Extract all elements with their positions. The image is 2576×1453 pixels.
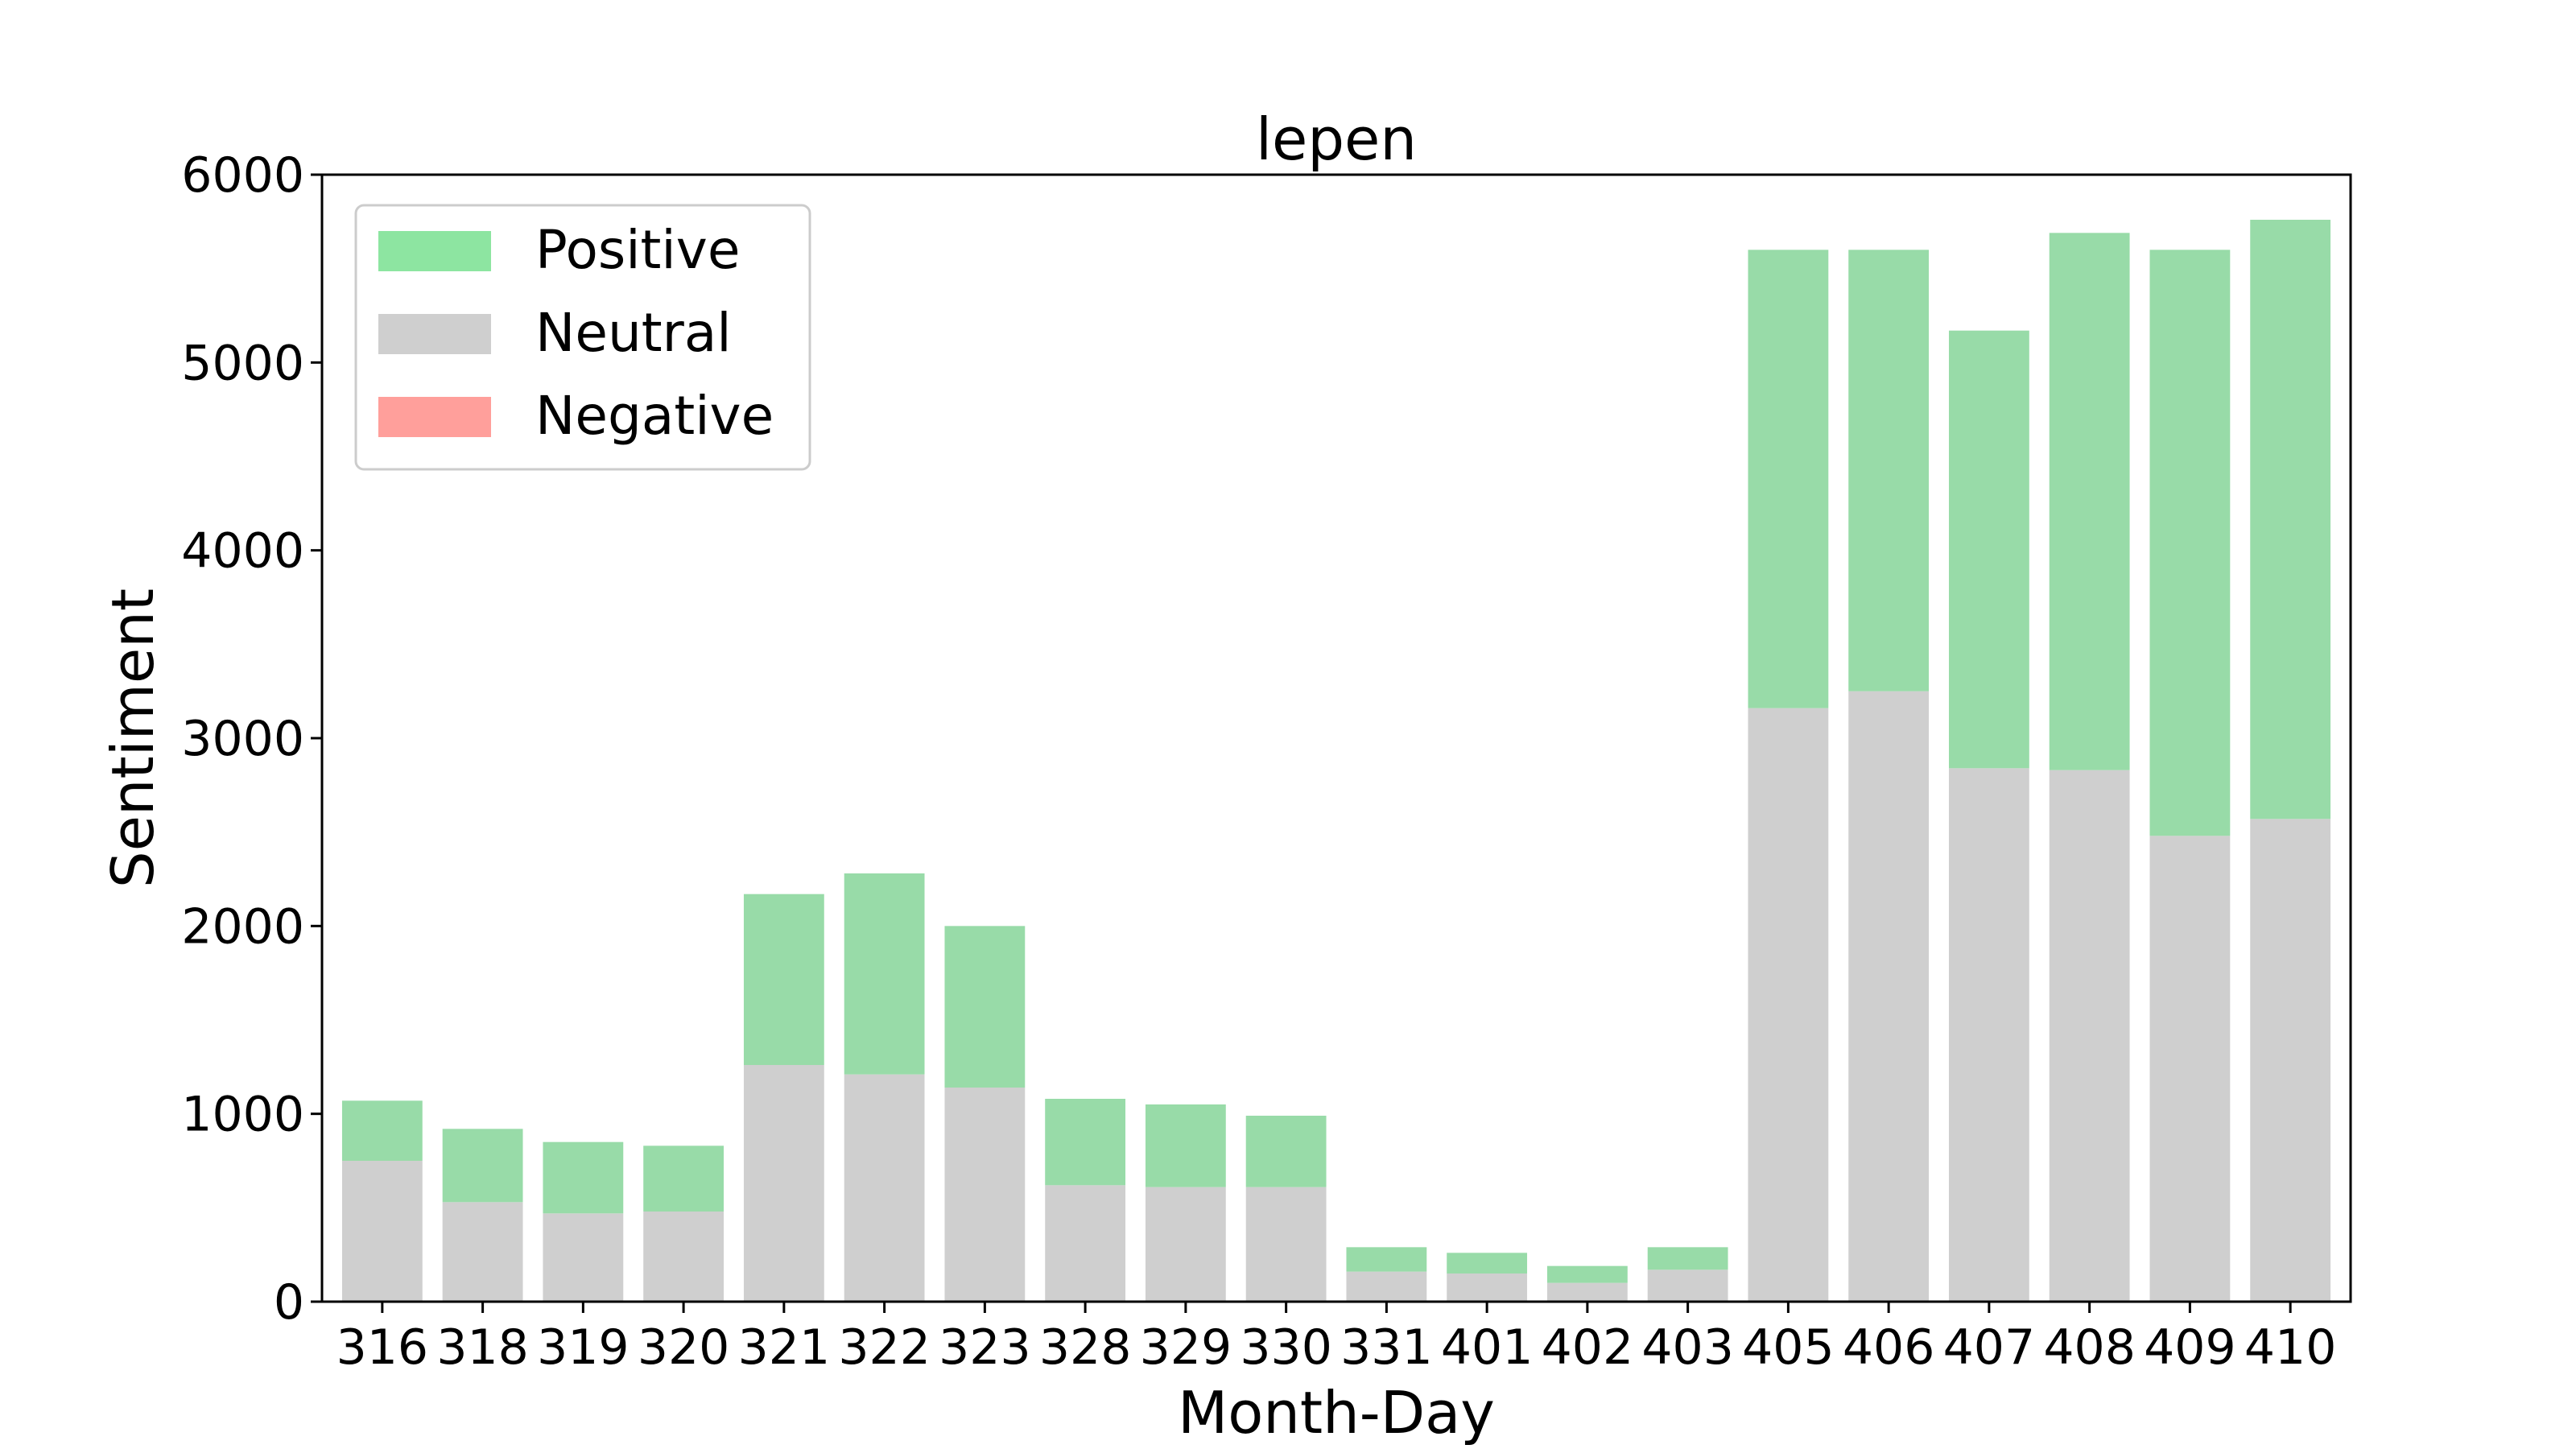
- bar-neutral-322: [844, 1074, 925, 1302]
- bar-positive-407: [1948, 330, 2029, 769]
- x-tick-label: 406: [1843, 1319, 1935, 1376]
- bar-neutral-407: [1948, 768, 2029, 1302]
- x-tick-label: 321: [738, 1319, 831, 1376]
- bar-positive-331: [1346, 1247, 1427, 1272]
- x-tick-label: 407: [1943, 1319, 2036, 1376]
- x-tick-label: 401: [1441, 1319, 1534, 1376]
- x-axis: 316 318 319 320 321 322 323 328 329 330 331 401 402 4…: [336, 1302, 2337, 1376]
- bar-neutral-409: [2149, 836, 2231, 1302]
- bar-positive-318: [442, 1129, 523, 1203]
- bar-positive-329: [1145, 1104, 1226, 1187]
- bar-neutral-406: [1848, 691, 1930, 1302]
- x-tick-label: 322: [838, 1319, 931, 1376]
- bar-positive-321: [743, 894, 824, 1065]
- bar-neutral-401: [1447, 1273, 1528, 1302]
- bar-positive-328: [1045, 1099, 1126, 1186]
- bars-layer: [341, 220, 2331, 1302]
- bar-positive-330: [1245, 1116, 1327, 1187]
- bar-neutral-316: [341, 1161, 423, 1302]
- chart-title: lepen: [1256, 105, 1417, 173]
- bar-neutral-331: [1346, 1271, 1427, 1302]
- y-axis: 0 1000 2000 3000 4000 5000 6000: [181, 147, 322, 1331]
- bar-positive-410: [2250, 220, 2331, 819]
- bar-positive-409: [2149, 250, 2231, 836]
- y-tick-label: 1000: [181, 1087, 304, 1143]
- x-tick-label: 329: [1140, 1319, 1232, 1376]
- x-tick-label: 323: [939, 1319, 1031, 1376]
- x-tick-label: 319: [537, 1319, 630, 1376]
- x-tick-label: 316: [336, 1319, 429, 1376]
- bar-neutral-402: [1546, 1282, 1628, 1302]
- bar-neutral-319: [543, 1213, 624, 1302]
- bar-neutral-323: [944, 1088, 1026, 1302]
- legend-swatch-positive: [378, 231, 491, 271]
- bar-positive-316: [341, 1100, 423, 1161]
- bar-positive-406: [1848, 250, 1930, 691]
- x-tick-label: 403: [1641, 1319, 1734, 1376]
- x-tick-label: 405: [1742, 1319, 1835, 1376]
- bar-positive-401: [1447, 1253, 1528, 1273]
- bar-positive-405: [1748, 250, 1829, 708]
- x-tick-label: 318: [436, 1319, 529, 1376]
- y-tick-label: 6000: [181, 147, 304, 204]
- legend: Positive Neutral Negative: [354, 204, 811, 471]
- bar-neutral-321: [743, 1065, 824, 1302]
- bar-neutral-408: [2049, 770, 2130, 1302]
- y-tick-label: 4000: [181, 523, 304, 580]
- x-tick-label: 402: [1542, 1319, 1634, 1376]
- legend-swatch-neutral: [378, 314, 491, 354]
- legend-label-positive: Positive: [535, 219, 740, 281]
- legend-label-neutral: Neutral: [535, 302, 732, 364]
- y-tick-label: 0: [274, 1274, 304, 1331]
- bar-neutral-405: [1748, 708, 1829, 1302]
- x-tick-label: 408: [2043, 1319, 2136, 1376]
- bar-positive-403: [1647, 1247, 1728, 1270]
- bar-positive-402: [1546, 1265, 1628, 1283]
- x-tick-label: 331: [1340, 1319, 1433, 1376]
- bar-positive-322: [844, 873, 925, 1075]
- x-tick-label: 328: [1039, 1319, 1132, 1376]
- bar-neutral-410: [2250, 819, 2331, 1302]
- bar-neutral-330: [1245, 1187, 1327, 1302]
- bar-positive-323: [944, 926, 1026, 1088]
- y-tick-label: 5000: [181, 335, 304, 391]
- bar-neutral-328: [1045, 1185, 1126, 1302]
- bar-positive-408: [2049, 233, 2130, 770]
- bar-neutral-320: [643, 1212, 724, 1302]
- x-axis-label: Month-Day: [1178, 1379, 1495, 1447]
- y-tick-label: 2000: [181, 898, 304, 955]
- x-tick-label: 330: [1240, 1319, 1332, 1376]
- x-tick-label: 320: [638, 1319, 730, 1376]
- legend-swatch-negative: [378, 397, 491, 437]
- y-tick-label: 3000: [181, 711, 304, 767]
- bar-neutral-318: [442, 1202, 523, 1302]
- bar-positive-320: [643, 1145, 724, 1212]
- x-tick-label: 410: [2244, 1319, 2337, 1376]
- bar-neutral-403: [1647, 1269, 1728, 1302]
- bar-neutral-329: [1145, 1187, 1226, 1302]
- y-axis-label: Sentiment: [99, 588, 167, 888]
- x-tick-label: 409: [2144, 1319, 2236, 1376]
- bar-positive-319: [543, 1141, 624, 1214]
- legend-label-negative: Negative: [535, 385, 774, 447]
